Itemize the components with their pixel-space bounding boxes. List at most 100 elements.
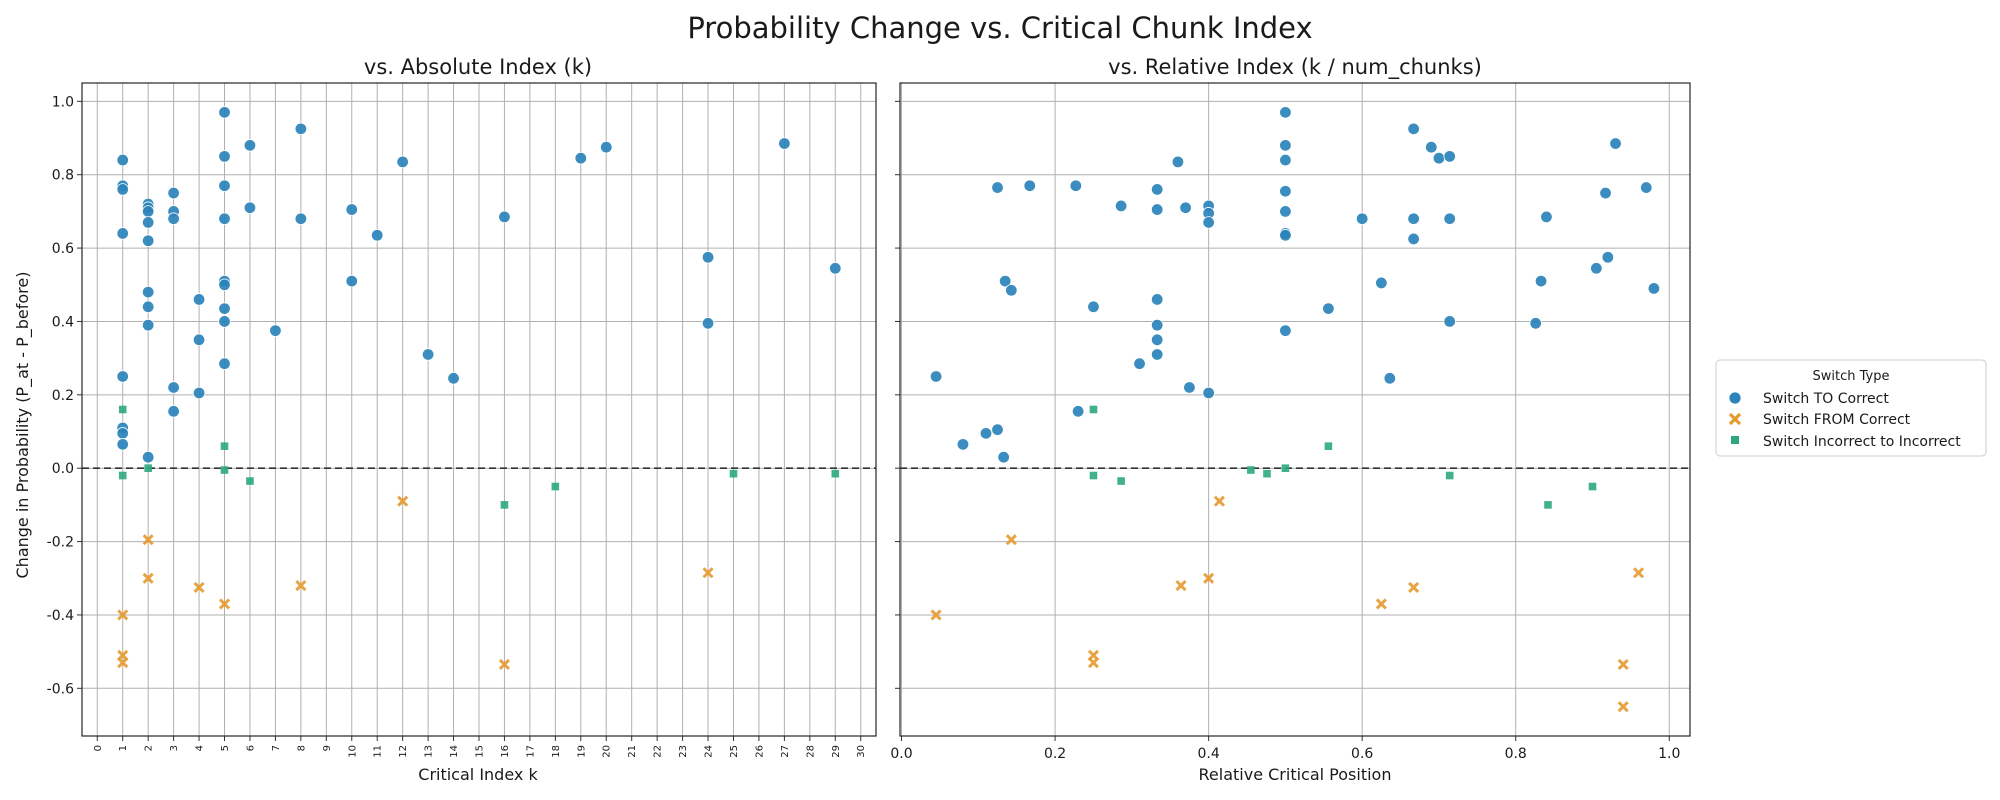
data-point [218,598,231,610]
data-point [551,482,560,491]
data-point [1171,155,1185,169]
x-tick-label: 8 [296,745,307,751]
data-point [141,205,155,218]
data-point [345,203,358,216]
data-point [167,186,180,200]
data-point [1617,701,1629,713]
data-point [294,212,308,225]
data-point [218,212,231,225]
data-point [1383,372,1397,385]
data-point [1375,598,1387,610]
x-tick-label: 11 [373,745,384,758]
data-point [1023,179,1036,192]
x-tick-label: 2 [144,745,155,751]
data-point [192,333,206,346]
data-point [1150,318,1164,332]
data-point [1150,333,1164,346]
data-point [1150,183,1164,196]
data-point [1175,580,1187,592]
data-point [193,581,205,593]
x-tick-label: 16 [500,745,511,758]
data-point [1632,567,1645,579]
x-tick-label: 4 [195,745,206,751]
data-point [345,274,358,288]
data-point [294,122,308,136]
x-tick-label: 26 [754,745,765,758]
legend: Switch Type Switch TO Correct Switch FRO… [1715,359,1987,457]
data-point [1213,495,1225,507]
data-point [1089,405,1098,414]
data-point [1609,137,1622,150]
data-point [1408,581,1420,593]
data-point [118,405,127,414]
data-point [144,464,152,472]
data-point [829,262,842,275]
data-point [701,251,715,264]
data-point [1599,186,1612,200]
data-point [1443,150,1456,163]
legend-label-switch-from-correct: Switch FROM Correct [1763,412,1911,428]
data-point [997,450,1010,464]
absolute-index-panel: vs. Absolute Index (k) Critical Index k … [13,55,877,784]
data-point [218,179,231,192]
data-point [1544,501,1552,509]
series-switch-from-correct [117,495,714,671]
data-point [447,372,460,385]
data-point [243,201,257,214]
x-tick-label: 24 [704,745,715,758]
data-point [701,317,715,330]
x-tick-label: 14 [449,745,460,758]
data-point [371,229,384,242]
data-point [1425,140,1438,154]
x-tick-label: 0.6 [1351,746,1373,762]
x-tick-label: 21 [627,745,638,758]
x-tick-label: 28 [805,745,816,758]
x-tick-label: 7 [271,745,282,751]
data-point [218,278,231,291]
data-point [1590,262,1603,275]
data-point [220,466,229,474]
data-point [1117,477,1125,485]
data-point [1534,274,1548,288]
data-point [116,227,129,240]
data-point [218,357,231,370]
legend-title: Switch Type [1813,369,1890,384]
x-tick-label: 23 [678,745,689,758]
data-point [1375,276,1388,290]
x-tick-label: 19 [576,745,587,758]
x-tick-label: 0.4 [1197,746,1219,762]
data-point [1202,216,1215,229]
data-point [1183,381,1196,394]
data-point [1179,201,1192,214]
data-point [1443,212,1456,225]
grid-relative [900,83,1690,736]
legend-x-marker [1728,412,1742,426]
grid-absolute [82,83,876,736]
data-point [1540,210,1553,224]
plot-frame-absolute [81,82,877,737]
data-point [1529,317,1542,330]
data-point [396,155,409,169]
data-point [1445,471,1454,480]
data-point [1647,282,1661,295]
data-point [141,300,155,313]
legend-square-marker [1731,436,1739,444]
x-tick-label: 5 [220,745,231,751]
data-point [1617,658,1629,671]
x-tick-label: 10 [347,745,358,758]
data-point [141,318,155,332]
x-tick-label: 27 [780,745,791,758]
x-tick-label: 18 [551,745,562,758]
data-point [397,495,409,507]
data-point [1247,466,1255,474]
data-point [929,370,943,383]
data-point [1279,229,1292,242]
x-tick-label: 1.0 [1658,746,1680,762]
data-point [500,501,509,509]
data-point [218,315,231,328]
data-point [218,106,231,119]
y-axis-label: Change in Probability (P_at - P_before) [13,272,33,579]
series-switch-incorrect-to-incorrect [118,405,840,509]
data-point [600,140,613,154]
y-tick-label: -0.4 [47,608,74,624]
